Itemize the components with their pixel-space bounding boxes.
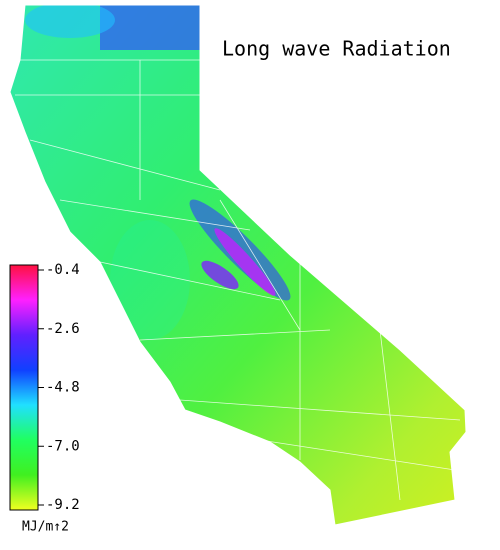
colorbar-tick-label: -0.4 xyxy=(46,262,80,278)
title: Long wave Radiation xyxy=(222,37,451,61)
california-map xyxy=(9,4,467,526)
colorbar-tick-label: -4.8 xyxy=(46,380,80,396)
colorbar-unit: MJ/m↑2 xyxy=(22,520,69,535)
colorbar-tick-label: -9.2 xyxy=(46,497,80,513)
colorbar-tick-label: -2.6 xyxy=(46,321,80,337)
colorbar-ramp xyxy=(9,264,39,511)
colorbar-tick-label: -7.0 xyxy=(46,438,80,454)
colorbar: -0.4 -2.6 -4.8 -7.0 -9.2 xyxy=(9,262,80,513)
